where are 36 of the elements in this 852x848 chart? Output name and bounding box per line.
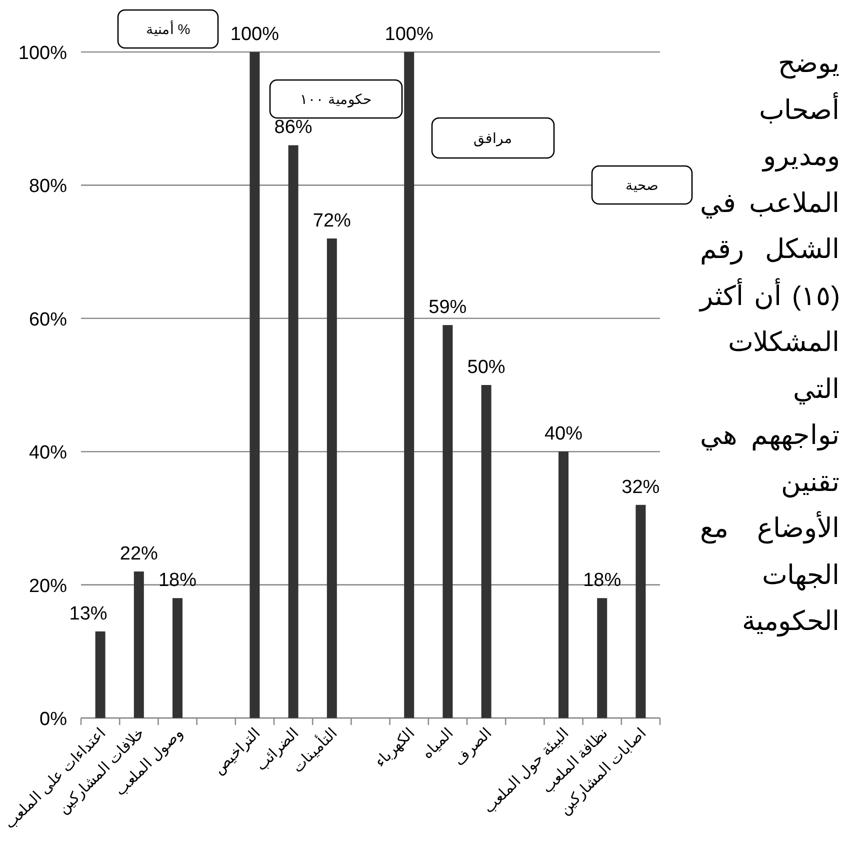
data-label: 22% [120,543,158,564]
bar [636,504,646,718]
text: يوضح أصحاب ومديرو الملاعب في الشكل رقم (١٥) أن أكثر المشكلات التي تواجههم هي تقنين الأوضاع مع الجهات الحكومية [700,48,840,636]
data-label: 100% [384,24,434,45]
annotation: مرافق [474,130,512,147]
bar [134,571,144,718]
data-label: 18% [583,570,622,592]
bar [250,52,260,718]
y-tick-label: 60% [28,309,68,330]
data-label: 72% [312,210,352,232]
data-label: 86% [274,117,312,138]
data-label: 13% [69,603,108,624]
bar [442,325,453,718]
data-label: 100% [230,24,280,45]
y-tick-label: 40% [28,442,68,464]
data-label: 50% [467,357,506,378]
annotation: حكومية ١٠٠ [300,91,372,108]
y-tick-label: 100% [18,43,68,64]
x-tick-label: المياه [419,724,457,762]
bar [288,145,298,718]
bar [326,238,337,718]
y-tick-label: 0% [40,709,68,730]
bar [172,598,182,718]
y-tick-label: 80% [28,176,68,198]
y-tick-label: 20% [28,576,68,597]
x-tick-label: الكهرباء [372,724,418,771]
data-label: 18% [158,570,197,592]
bar [404,52,414,718]
data-label: 59% [428,297,467,318]
data-label: 40% [544,424,583,445]
bar [597,598,608,718]
bar [481,385,492,718]
annotation: صحية [626,177,658,193]
bar [95,631,106,718]
bar [558,452,568,718]
data-label: 32% [622,476,660,498]
